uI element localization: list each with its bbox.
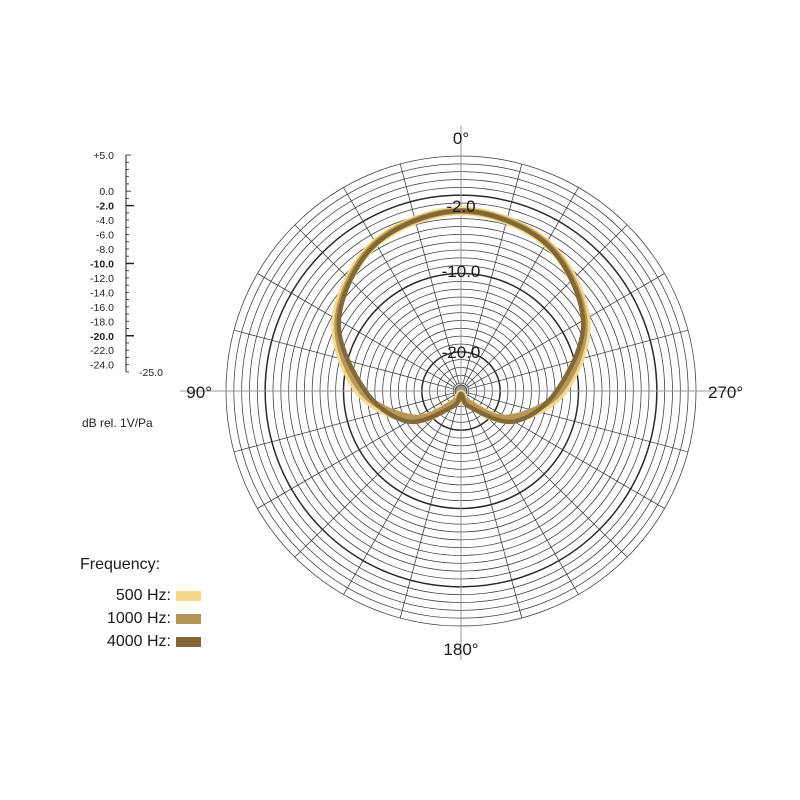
scale-tick-label: 0.0 — [99, 186, 114, 198]
scale-tick-label: -20.0 — [90, 331, 114, 343]
scale-tick-label: -18.0 — [90, 316, 114, 328]
grid-spoke — [294, 396, 456, 558]
grid-spoke — [343, 187, 458, 385]
ring-label: -10.0 — [442, 262, 481, 281]
angle-labels: 0° 90° 180° 270° — [186, 129, 743, 659]
grid-spoke — [233, 392, 454, 453]
angle-label: 90° — [186, 383, 212, 402]
grid-spoke — [294, 224, 456, 386]
scale-tick-label: -16.0 — [90, 302, 114, 314]
scale-tick-label: -14.0 — [90, 287, 114, 299]
scale-tick-label: +5.0 — [93, 150, 114, 162]
scale-tick-label: -8.0 — [96, 244, 114, 256]
legend-rows: 500 Hz: 1000 Hz: 4000 Hz: — [80, 584, 201, 653]
legend-item: 500 Hz: — [80, 584, 201, 607]
polar-curve-4000hz — [336, 208, 586, 425]
grid-spoke — [467, 394, 665, 509]
ring-label: -20.0 — [442, 343, 481, 362]
grid-spoke — [257, 394, 455, 509]
ring-labels: -2.0 -10.0 -20.0 — [442, 197, 481, 362]
grid-spoke — [257, 273, 455, 388]
scale-tick-label: -10.0 — [90, 258, 114, 270]
scale-unit-label: dB rel. 1V/Pa — [82, 416, 153, 430]
grid-spoke — [343, 397, 458, 595]
scale-tick-label: -6.0 — [96, 230, 114, 242]
grid-spoke — [464, 397, 579, 595]
angle-label: 270° — [708, 383, 743, 402]
scale-tick-label: -22.0 — [90, 345, 114, 357]
ring-label: -2.0 — [446, 197, 475, 216]
grid-spoke — [462, 398, 523, 619]
legend-item: 4000 Hz: — [80, 630, 201, 653]
grid-spoke — [399, 163, 460, 384]
scale-min-label: -25.0 — [139, 367, 163, 379]
legend: Frequency: 500 Hz: 1000 Hz: 4000 Hz: — [80, 556, 201, 653]
grid-spoke — [468, 392, 689, 453]
grid-spoke — [467, 273, 665, 388]
scale-tick-label: -12.0 — [90, 273, 114, 285]
legend-title: Frequency: — [80, 556, 161, 573]
legend-label: 4000 Hz: — [106, 632, 171, 650]
grid-spoke — [466, 224, 628, 386]
grid-spoke — [399, 398, 460, 619]
polar-curves — [331, 206, 591, 425]
legend-label: 1000 Hz: — [106, 609, 171, 627]
grid-spoke — [464, 187, 579, 385]
legend-swatch — [176, 590, 201, 601]
grid-spoke — [466, 396, 628, 558]
scale-tick-label: -4.0 — [96, 215, 114, 227]
legend-label: 500 Hz: — [115, 586, 171, 604]
angle-label: 0° — [453, 129, 469, 148]
db-scale: +5.0 0.0 -2.0 -4.0 -6.0 -8.0 -10.0 -12.0 -14.0 -1… — [82, 150, 163, 430]
legend-swatch — [176, 636, 201, 647]
legend-swatch — [176, 613, 201, 624]
legend-item: 1000 Hz: — [80, 607, 201, 630]
polar-grid — [180, 126, 740, 660]
scale-tick-label: -2.0 — [96, 201, 114, 213]
angle-label: 180° — [443, 640, 478, 659]
scale-tick-label: -24.0 — [90, 360, 114, 372]
grid-spoke — [462, 163, 523, 384]
